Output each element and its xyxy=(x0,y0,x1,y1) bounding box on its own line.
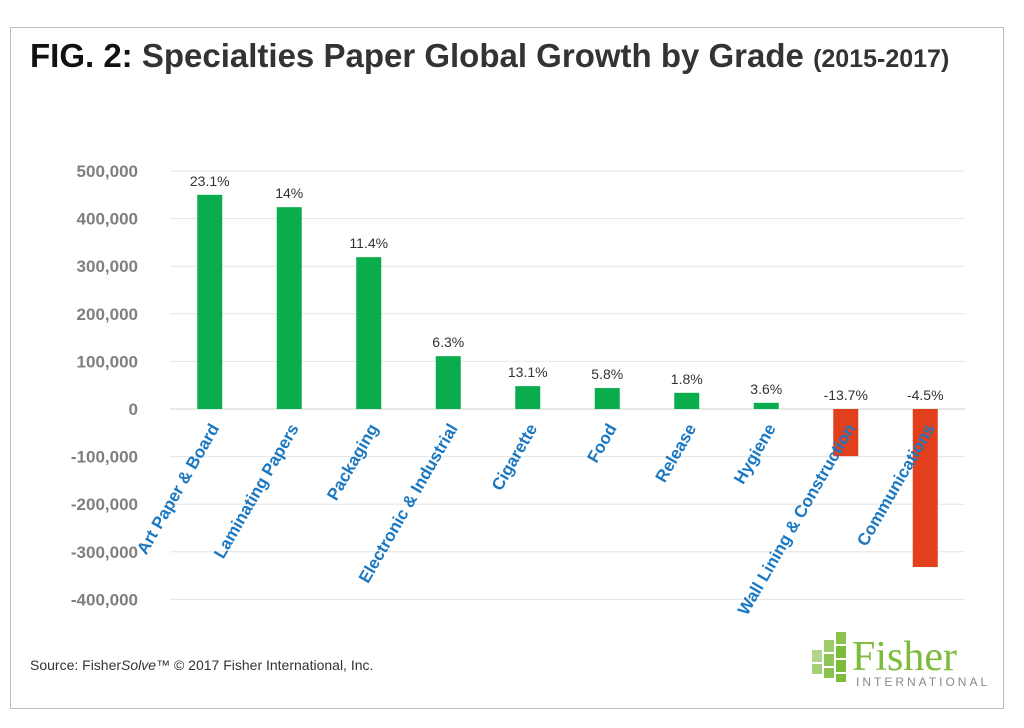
category-label: Release xyxy=(652,421,701,486)
bar xyxy=(912,409,938,568)
y-tick-label: 200,000 xyxy=(77,305,138,324)
y-tick-label: -400,000 xyxy=(71,590,138,609)
data-label: 13.1% xyxy=(508,364,548,380)
y-tick-label: 500,000 xyxy=(77,162,138,181)
fisher-logo: Fisher INTERNATIONAL xyxy=(812,632,988,689)
y-tick-label: 0 xyxy=(129,400,138,419)
title-main: Specialties Paper Global Growth by Grade xyxy=(141,37,804,74)
logo-sub: INTERNATIONAL xyxy=(856,675,988,689)
bar xyxy=(753,402,779,409)
data-label: 14% xyxy=(275,185,303,201)
category-label: Food xyxy=(583,421,620,466)
bar xyxy=(356,257,382,409)
bar xyxy=(197,194,223,409)
y-tick-label: 300,000 xyxy=(77,257,138,276)
title-prefix: FIG. 2: xyxy=(30,37,133,74)
data-label: -13.7% xyxy=(824,387,868,403)
y-tick-label: -200,000 xyxy=(71,495,138,514)
category-label: Packaging xyxy=(323,421,382,504)
data-label: 23.1% xyxy=(190,173,230,189)
title-years: (2015-2017) xyxy=(813,45,950,73)
y-tick-label: 400,000 xyxy=(77,210,138,229)
source-suffix: ™ © 2017 Fisher International, Inc. xyxy=(156,657,374,673)
category-label: Cigarette xyxy=(488,421,541,494)
category-label: Art Paper & Board xyxy=(133,421,223,558)
category-label: Laminating Papers xyxy=(210,421,303,562)
data-label: 11.4% xyxy=(349,235,388,251)
logo-name: Fisher xyxy=(852,634,957,680)
source-note: Source: FisherSolve™ © 2017 Fisher Inter… xyxy=(30,657,373,673)
bar xyxy=(833,409,859,457)
data-label: 1.8% xyxy=(671,371,703,387)
chart-title: FIG. 2: Specialties Paper Global Growth … xyxy=(30,37,949,75)
data-label: 5.8% xyxy=(591,366,623,382)
y-tick-label: -300,000 xyxy=(71,543,138,562)
bar xyxy=(515,386,541,409)
bar xyxy=(594,388,620,409)
data-label: 3.6% xyxy=(750,381,782,397)
category-label: Hygiene xyxy=(730,421,780,488)
bar xyxy=(276,207,302,409)
data-label: 6.3% xyxy=(432,334,464,350)
source-prefix: Source: Fisher xyxy=(30,657,122,673)
y-tick-label: -100,000 xyxy=(71,448,138,467)
figure-frame xyxy=(10,27,1004,709)
y-tick-label: 100,000 xyxy=(77,352,138,371)
source-italic: Solve xyxy=(121,657,157,673)
bar xyxy=(674,392,700,409)
data-label: -4.5% xyxy=(907,387,944,403)
bar xyxy=(435,356,461,409)
